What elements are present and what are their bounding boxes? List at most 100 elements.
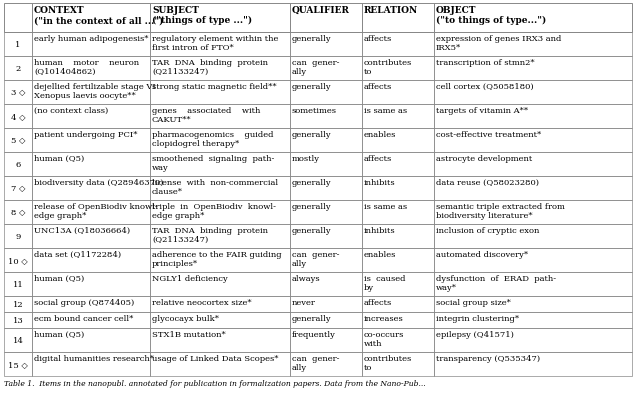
Text: (no context class): (no context class) — [34, 107, 108, 115]
Bar — [4, 33, 32, 57]
Bar — [4, 225, 32, 248]
Text: QUALIFIER: QUALIFIER — [292, 6, 350, 15]
Text: 7 ◇: 7 ◇ — [11, 184, 25, 192]
Bar — [434, 312, 632, 328]
Bar — [32, 312, 150, 328]
Bar — [290, 105, 362, 129]
Bar — [362, 352, 434, 376]
Text: cost-effective treatment*: cost-effective treatment* — [436, 131, 541, 139]
Bar — [434, 200, 632, 225]
Bar — [362, 4, 434, 33]
Text: CONTEXT
("in the context of all ..."): CONTEXT ("in the context of all ...") — [34, 6, 163, 25]
Bar — [290, 225, 362, 248]
Bar — [362, 312, 434, 328]
Text: strong static magnetic field**: strong static magnetic field** — [152, 83, 276, 91]
Bar — [362, 225, 434, 248]
Bar — [32, 352, 150, 376]
Bar — [32, 57, 150, 81]
Text: cell cortex (Q5058180): cell cortex (Q5058180) — [436, 83, 534, 91]
Text: 13: 13 — [13, 316, 24, 324]
Bar — [434, 176, 632, 200]
Bar — [362, 105, 434, 129]
Bar — [150, 176, 290, 200]
Bar — [32, 248, 150, 272]
Text: generally: generally — [292, 83, 332, 91]
Text: can  gener-
ally: can gener- ally — [292, 59, 339, 76]
Text: TAR  DNA  binding  protein
(Q21133247): TAR DNA binding protein (Q21133247) — [152, 227, 268, 243]
Bar — [4, 81, 32, 105]
Text: 5 ◇: 5 ◇ — [11, 137, 25, 145]
Bar — [4, 57, 32, 81]
Bar — [150, 33, 290, 57]
Bar — [290, 352, 362, 376]
Bar — [290, 296, 362, 312]
Text: regulatory element within the
first intron of FTO*: regulatory element within the first intr… — [152, 35, 278, 52]
Bar — [362, 129, 434, 153]
Bar — [32, 272, 150, 296]
Bar — [32, 4, 150, 33]
Text: human (Q5): human (Q5) — [34, 155, 84, 162]
Text: genes    associated    with
CAKUT**: genes associated with CAKUT** — [152, 107, 260, 124]
Text: generally: generally — [292, 314, 332, 322]
Text: adherence to the FAIR guiding
principles*: adherence to the FAIR guiding principles… — [152, 250, 282, 267]
Text: dysfunction  of  ERAD  path-
way*: dysfunction of ERAD path- way* — [436, 274, 556, 291]
Text: 9: 9 — [15, 233, 20, 241]
Bar — [4, 200, 32, 225]
Text: enables: enables — [364, 250, 396, 258]
Text: data reuse (Q58023280): data reuse (Q58023280) — [436, 178, 539, 186]
Bar — [290, 176, 362, 200]
Text: human    motor    neuron
(Q101404862): human motor neuron (Q101404862) — [34, 59, 139, 76]
Text: affects: affects — [364, 35, 392, 43]
Bar — [434, 57, 632, 81]
Text: generally: generally — [292, 227, 332, 235]
Text: SUBJECT
("things of type ..."): SUBJECT ("things of type ...") — [152, 6, 252, 25]
Text: semantic triple extracted from
biodiversity literature*: semantic triple extracted from biodivers… — [436, 203, 565, 219]
Bar — [4, 105, 32, 129]
Text: increases: increases — [364, 314, 404, 322]
Text: 1: 1 — [15, 41, 20, 49]
Bar — [150, 352, 290, 376]
Bar — [434, 129, 632, 153]
Bar — [4, 352, 32, 376]
Bar — [4, 296, 32, 312]
Text: sometimes: sometimes — [292, 107, 337, 115]
Bar — [150, 153, 290, 176]
Text: UNC13A (Q18036664): UNC13A (Q18036664) — [34, 227, 130, 235]
Bar — [32, 81, 150, 105]
Bar — [150, 105, 290, 129]
Bar — [4, 328, 32, 352]
Text: 11: 11 — [13, 280, 24, 288]
Bar — [290, 328, 362, 352]
Text: license  with  non-commercial
clause*: license with non-commercial clause* — [152, 178, 278, 195]
Bar — [32, 129, 150, 153]
Bar — [290, 4, 362, 33]
Bar — [434, 328, 632, 352]
Text: social group (Q874405): social group (Q874405) — [34, 298, 134, 306]
Text: 15 ◇: 15 ◇ — [8, 360, 28, 368]
Text: contributes
to: contributes to — [364, 59, 412, 76]
Text: 2: 2 — [15, 65, 20, 73]
Text: STX1B mutation*: STX1B mutation* — [152, 330, 226, 338]
Bar — [362, 296, 434, 312]
Bar — [150, 81, 290, 105]
Bar — [290, 81, 362, 105]
Bar — [362, 272, 434, 296]
Text: integrin clustering*: integrin clustering* — [436, 314, 519, 322]
Bar — [290, 200, 362, 225]
Bar — [434, 33, 632, 57]
Bar — [150, 225, 290, 248]
Bar — [32, 328, 150, 352]
Text: affects: affects — [364, 298, 392, 306]
Bar — [362, 328, 434, 352]
Text: transcription of stmn2*: transcription of stmn2* — [436, 59, 534, 67]
Bar — [434, 272, 632, 296]
Text: TAR  DNA  binding  protein
(Q21133247): TAR DNA binding protein (Q21133247) — [152, 59, 268, 76]
Bar — [434, 4, 632, 33]
Bar — [362, 33, 434, 57]
Bar — [32, 176, 150, 200]
Text: automated discovery*: automated discovery* — [436, 250, 528, 258]
Text: generally: generally — [292, 178, 332, 186]
Text: is  caused
by: is caused by — [364, 274, 406, 291]
Text: affects: affects — [364, 155, 392, 162]
Bar — [32, 153, 150, 176]
